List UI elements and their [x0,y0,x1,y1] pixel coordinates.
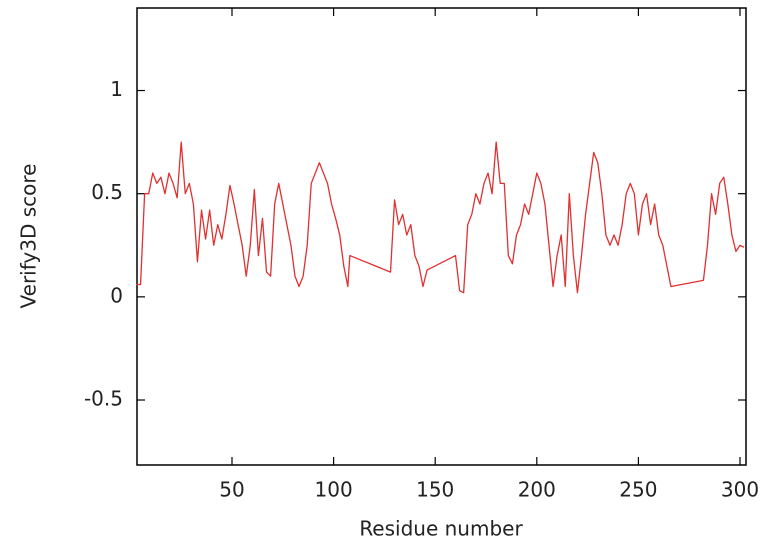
y-tick-label: -0.5 [84,387,123,411]
y-tick-label: 0 [110,283,123,307]
y-axis-label: Verify3D score [17,164,41,309]
y-tick-label: 1 [110,77,123,101]
x-tick-label: 200 [518,478,556,502]
x-tick-label: 100 [315,478,353,502]
data-line [136,141,745,294]
y-tick-label: 0.5 [91,180,123,204]
x-tick-label: 250 [619,478,657,502]
x-tick-label: 300 [721,478,759,502]
x-tick-label: 150 [416,478,454,502]
x-axis-label: Residue number [359,517,523,541]
plot-frame [136,7,747,466]
x-tick-label: 50 [219,478,244,502]
